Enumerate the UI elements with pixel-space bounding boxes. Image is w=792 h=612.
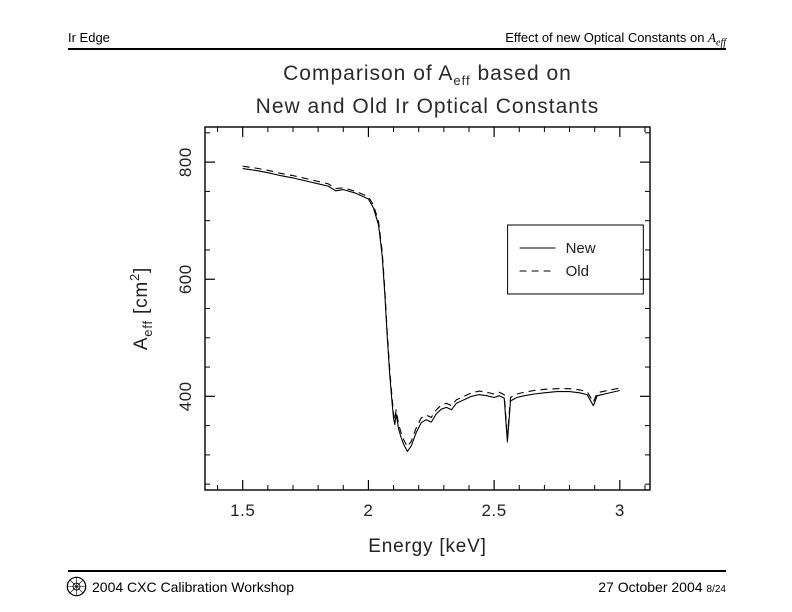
math-base: A xyxy=(708,30,716,45)
footer-page-number: 8/24 xyxy=(706,584,726,595)
chart-title: Comparison of Aeff based on New and Old … xyxy=(160,62,695,119)
header-rule xyxy=(68,48,726,50)
y-tick-label: 600 xyxy=(176,264,195,294)
chart-title-line1: Comparison of Aeff based on xyxy=(160,62,695,88)
math-sub: eff xyxy=(716,37,726,49)
header-left-title: Ir Edge xyxy=(68,30,110,45)
x-tick-label: 2 xyxy=(363,501,373,520)
title-line1-sub: eff xyxy=(453,73,471,89)
header-right-text: Effect of new Optical Constants on xyxy=(505,30,709,45)
header-right-title: Effect of new Optical Constants on Aeff xyxy=(505,30,726,49)
footer-right: 27 October 2004 8/24 xyxy=(598,579,726,595)
footer-workshop-label: 2004 CXC Calibration Workshop xyxy=(92,578,295,595)
x-axis-label: Energy [keV] xyxy=(368,536,486,557)
x-tick-label: 2.5 xyxy=(482,501,507,520)
series-line-new xyxy=(242,168,620,452)
x-tick-label: 1.5 xyxy=(230,501,255,520)
series-line-old xyxy=(242,165,620,448)
legend-label-old: Old xyxy=(566,263,589,280)
chart-title-line2: New and Old Ir Optical Constants xyxy=(255,95,600,119)
legend-box xyxy=(507,224,644,295)
y-tick-label: 400 xyxy=(176,381,195,411)
header-right-math: Aeff xyxy=(708,30,726,49)
cxc-logo-icon xyxy=(66,576,87,597)
plot-frame xyxy=(204,126,651,491)
footer-date: 27 October 2004 xyxy=(598,579,703,595)
chart-plot: 1.5 2 2.5 3 400 600 800 Energy [keV] Aeff [cm2] N… xyxy=(127,126,651,557)
footer-left: 2004 CXC Calibration Workshop xyxy=(66,576,294,597)
footer-rule xyxy=(68,570,726,572)
x-tick-label: 3 xyxy=(615,501,625,520)
y-tick-label: 800 xyxy=(176,147,195,177)
legend-label-new: New xyxy=(566,240,596,257)
title-line1-pre: Comparison of A xyxy=(283,62,454,85)
y-axis-label: Aeff [cm2] xyxy=(127,267,155,350)
title-line1-post: based on xyxy=(470,62,572,85)
